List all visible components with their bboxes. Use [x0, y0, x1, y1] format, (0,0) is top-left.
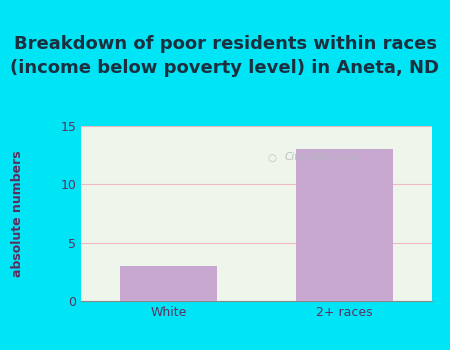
- Bar: [121, 266, 217, 301]
- Text: City-Data.com: City-Data.com: [284, 153, 359, 162]
- Text: ○: ○: [267, 153, 276, 162]
- Text: Breakdown of poor residents within races
(income below poverty level) in Aneta, : Breakdown of poor residents within races…: [10, 35, 440, 77]
- Text: absolute numbers: absolute numbers: [12, 150, 24, 277]
- Bar: [296, 149, 392, 301]
